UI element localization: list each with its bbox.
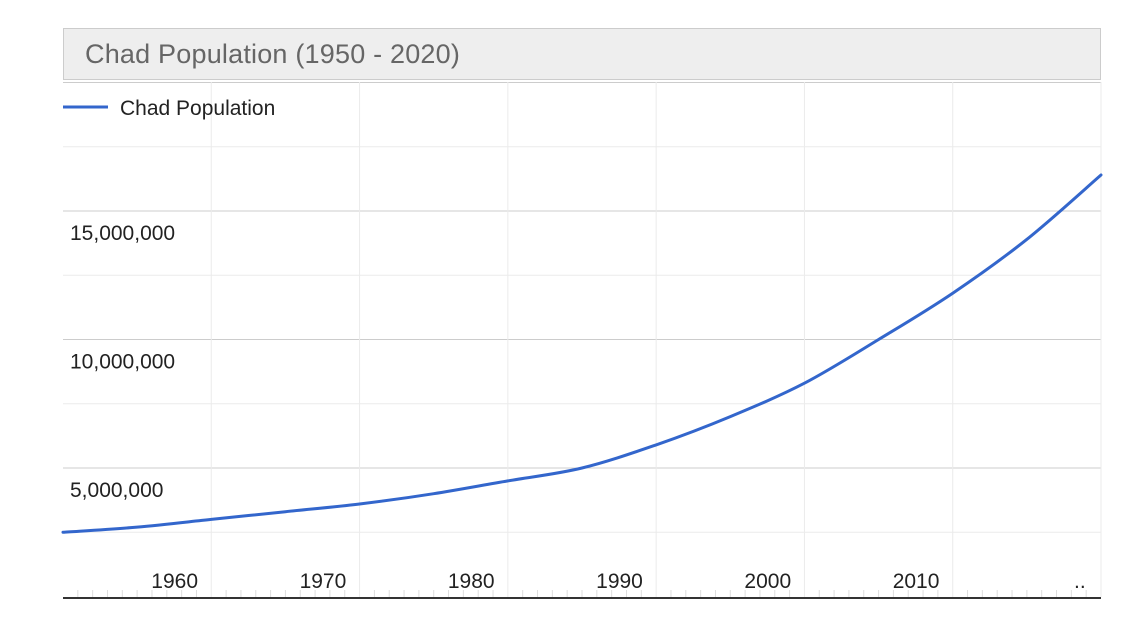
series-lines — [61, 173, 1103, 534]
x-axis-ticks: 1960 1970 1980 1990 2000 2010.. — [151, 570, 1085, 593]
grid-lines — [63, 82, 1102, 599]
legend: Chad Population — [63, 97, 275, 120]
x-tick-label: 2000 — [744, 570, 791, 593]
chart-title: Chad Population (1950 - 2020) — [85, 38, 461, 69]
legend-label: Chad Population — [120, 97, 275, 120]
y-tick-label: 15,000,000 — [70, 222, 175, 245]
y-tick-label: 10,000,000 — [70, 351, 175, 374]
x-tick-label: .. — [1074, 570, 1086, 593]
x-tick-label: 1960 — [151, 570, 198, 593]
x-tick-label: 2010 — [893, 570, 940, 593]
x-tick-label: 1980 — [448, 570, 495, 593]
x-tick-label: 1970 — [300, 570, 347, 593]
series-line-0 — [61, 173, 1103, 534]
x-tick-label: 1990 — [596, 570, 643, 593]
y-tick-label: 5,000,000 — [70, 479, 163, 502]
chart-title-bar: Chad Population (1950 - 2020) — [63, 28, 1101, 80]
y-axis-ticks: 5,000,000 10,000,000 15,000,000 — [70, 222, 175, 502]
